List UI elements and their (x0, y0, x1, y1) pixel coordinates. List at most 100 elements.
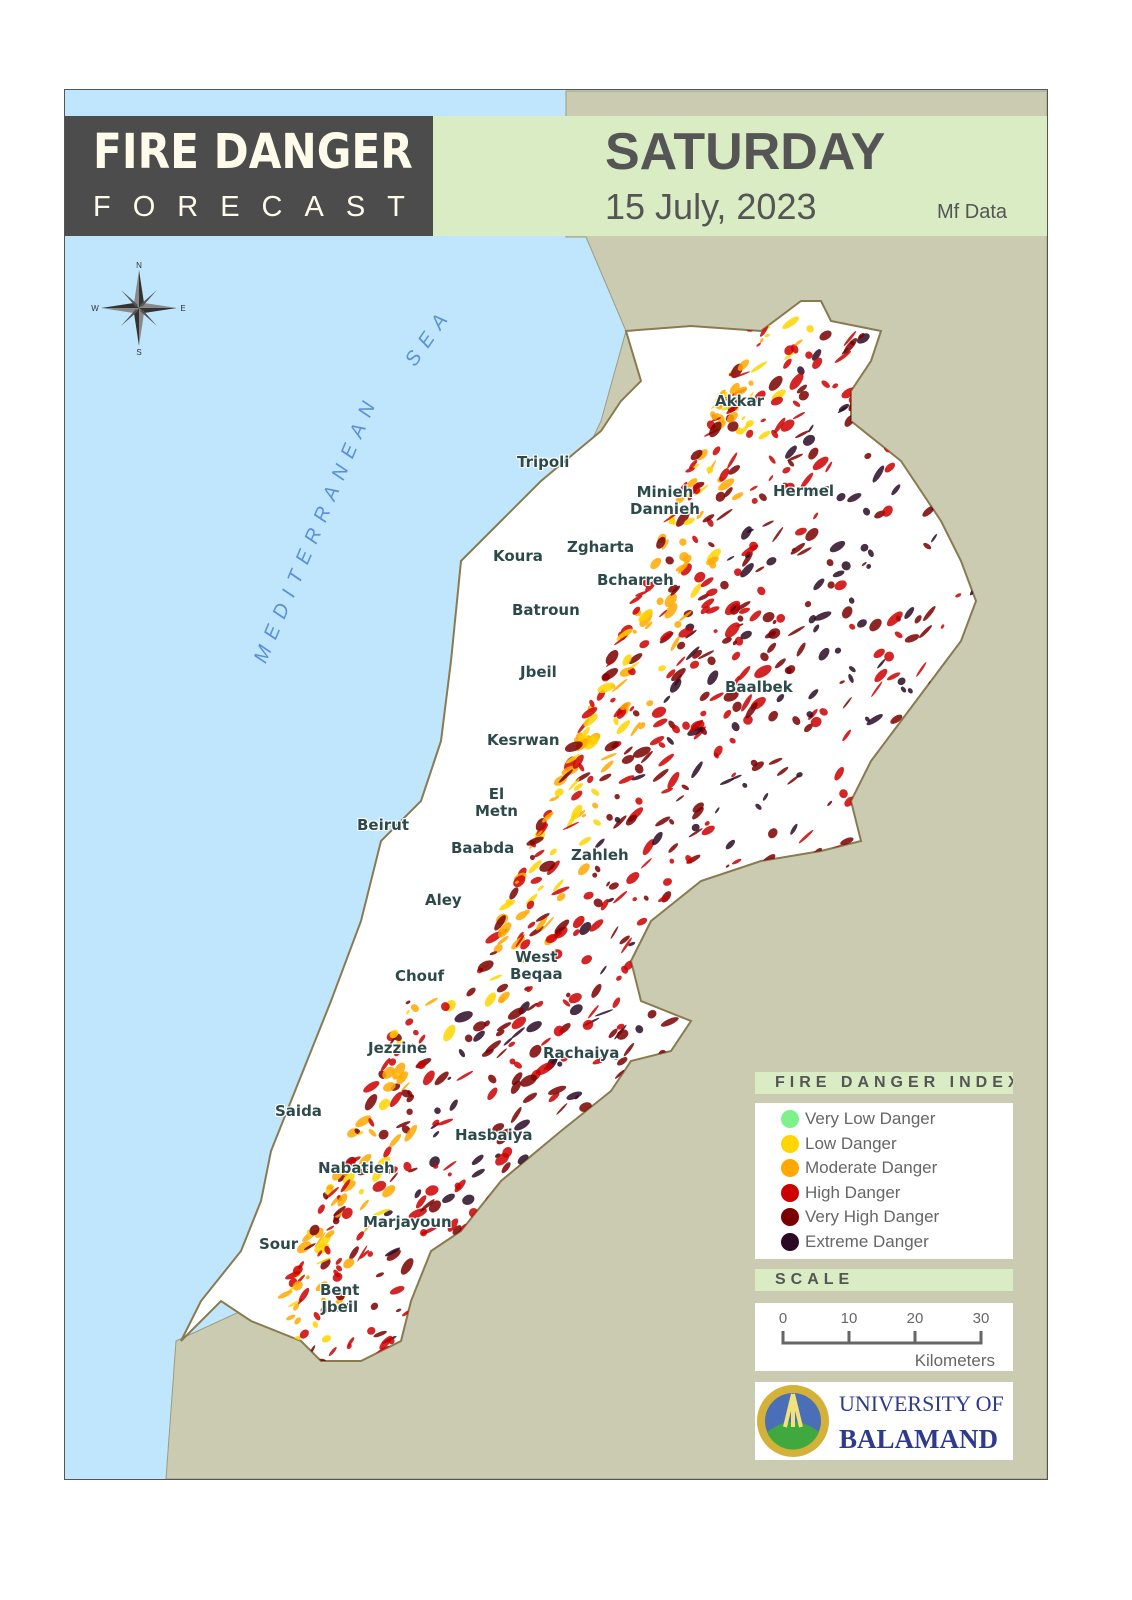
danger-patch (730, 605, 737, 612)
danger-patch (794, 339, 803, 346)
danger-patch (827, 581, 835, 589)
legend-swatch-icon (781, 1183, 799, 1202)
danger-patch (707, 670, 719, 685)
danger-patch (626, 872, 640, 884)
danger-patch (433, 1164, 439, 1169)
danger-patch (405, 1018, 414, 1026)
danger-patch (805, 528, 819, 541)
danger-patch (723, 487, 733, 498)
danger-patch (315, 1257, 332, 1265)
scale-tick: 30 (973, 1310, 990, 1327)
danger-patch (496, 1048, 507, 1059)
danger-patch (760, 418, 766, 423)
danger-patch (808, 689, 819, 700)
danger-patch (344, 1300, 359, 1308)
danger-patch (577, 863, 590, 876)
danger-patch (864, 452, 872, 460)
forecast-day: SATURDAY (605, 123, 886, 181)
danger-patch (535, 916, 548, 931)
title-box: FIRE DANGER FORECAST (65, 116, 433, 236)
danger-patch (628, 653, 643, 664)
danger-patch (362, 1162, 373, 1170)
danger-patch (497, 935, 509, 945)
danger-patch (326, 1225, 335, 1231)
danger-patch (687, 727, 703, 736)
danger-patch (726, 411, 738, 423)
danger-patch (315, 1281, 328, 1292)
danger-patch (335, 1257, 342, 1265)
danger-patch (827, 800, 833, 806)
danger-patch (404, 1124, 418, 1142)
danger-patch (593, 898, 603, 908)
danger-patch (795, 430, 810, 439)
danger-patch (691, 761, 703, 779)
danger-patch (309, 1224, 320, 1236)
danger-patch (694, 571, 706, 583)
danger-patch (768, 375, 783, 391)
danger-patch (796, 384, 808, 394)
scale-title: SCALE (755, 1269, 1013, 1291)
danger-patch (795, 527, 807, 536)
danger-patch (644, 621, 653, 630)
danger-patch (632, 746, 651, 758)
compass-e: E (180, 304, 185, 313)
danger-patch (597, 682, 615, 694)
danger-patch (866, 564, 872, 569)
data-source: Mf Data (937, 201, 1008, 223)
danger-patch (701, 825, 715, 836)
danger-patch (782, 466, 791, 474)
danger-patch (571, 790, 583, 801)
danger-patch (406, 1108, 413, 1115)
danger-patch (678, 627, 694, 638)
danger-patch (372, 1180, 387, 1192)
danger-patch (325, 1230, 335, 1238)
scale-tick: 0 (779, 1310, 787, 1327)
danger-patch (841, 561, 851, 571)
danger-patch (557, 1061, 563, 1067)
danger-patch (514, 880, 520, 884)
danger-patch (414, 1189, 422, 1199)
compass-n: N (136, 261, 142, 270)
danger-patch (754, 665, 772, 679)
danger-patch (687, 494, 693, 501)
danger-patch (432, 1119, 440, 1126)
danger-patch (292, 1280, 303, 1291)
danger-patch (798, 390, 809, 401)
danger-patch (679, 538, 687, 546)
danger-patch (651, 706, 667, 718)
danger-patch (358, 1188, 364, 1195)
danger-patch (652, 831, 663, 846)
danger-patch (527, 1002, 538, 1011)
danger-patch (584, 735, 599, 750)
danger-patch (320, 1305, 329, 1314)
danger-patch (783, 351, 795, 360)
danger-patch (818, 647, 830, 661)
danger-patch (395, 1308, 402, 1313)
legend-item: Extreme Danger (755, 1230, 1013, 1255)
danger-patch (599, 773, 612, 782)
danger-patch (434, 1071, 449, 1086)
danger-patch (403, 1161, 412, 1172)
danger-patch (336, 1265, 343, 1272)
place-label: Kesrwan (487, 731, 560, 749)
danger-patch (640, 858, 652, 869)
danger-patch (296, 1241, 312, 1254)
danger-patch (418, 1034, 426, 1044)
place-label: Baabda (451, 839, 515, 857)
danger-patch (623, 1042, 635, 1057)
danger-patch (462, 1194, 475, 1205)
danger-patch (698, 650, 715, 660)
danger-patch (333, 1206, 346, 1217)
danger-patch (600, 753, 617, 761)
danger-patch (904, 634, 920, 643)
danger-patch (623, 746, 633, 755)
place-label: Jezzine (368, 1039, 428, 1057)
danger-patch (663, 695, 671, 703)
danger-patch (834, 580, 847, 591)
danger-patch (796, 772, 803, 778)
danger-patch (382, 1066, 395, 1079)
danger-patch (481, 1048, 494, 1057)
danger-patch (368, 1118, 375, 1127)
danger-patch (612, 678, 628, 692)
danger-patch (660, 1017, 679, 1027)
